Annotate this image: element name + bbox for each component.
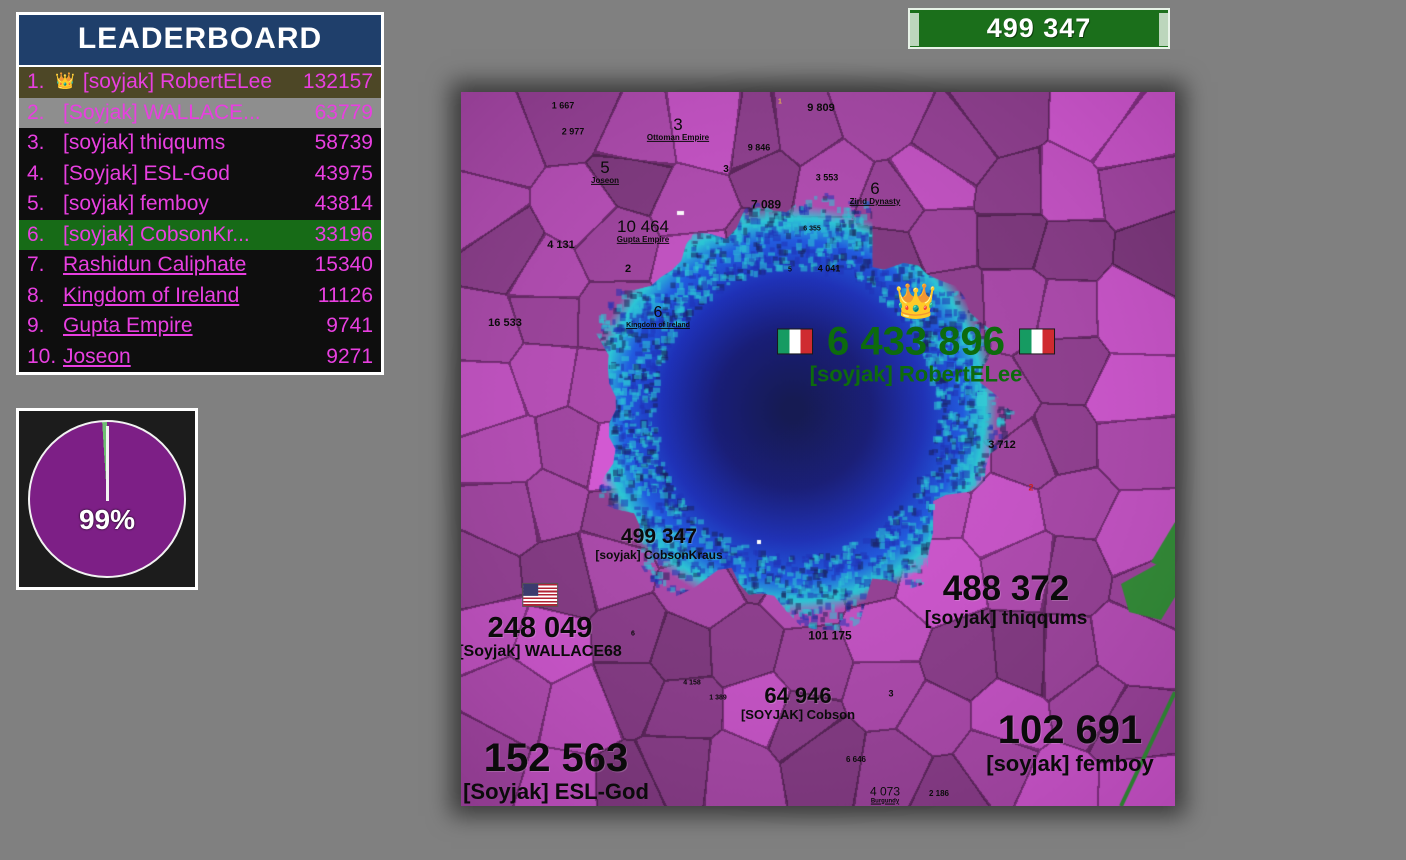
leaderboard-name: Joseon — [63, 344, 131, 368]
leaderboard-rows: 1. 👑 [soyjak] RobertELee 132157 2. [Soyjak] W… — [19, 67, 381, 372]
game-map[interactable]: 👑 6 433 896 [soyjak] RobertELee 499 347[… — [461, 92, 1175, 806]
leaderboard-title: LEADERBOARD — [19, 15, 381, 67]
leaderboard-score: 132157 — [302, 70, 373, 94]
leaderboard-row[interactable]: 4. [Soyjak] ESL-God 43975 — [19, 159, 381, 190]
leaderboard-rank: 4. — [27, 161, 45, 185]
leaderboard-name: [soyjak] thiqqums — [63, 131, 226, 155]
leaderboard-name: [soyjak] RobertELee — [82, 70, 273, 94]
map-terrain-canvas[interactable] — [461, 92, 1175, 806]
leaderboard-score: 9741 — [326, 314, 373, 338]
leaderboard-panel: LEADERBOARD 1. 👑 [soyjak] RobertELee 132157… — [16, 12, 384, 375]
leaderboard-rank: 3. — [27, 131, 45, 155]
leaderboard-rank: 1. — [27, 70, 45, 94]
leaderboard-name: [soyjak] femboy — [63, 192, 209, 216]
crown-icon: 👑 — [55, 73, 75, 91]
player-score-bar: 499 347 — [908, 8, 1170, 49]
leaderboard-score: 15340 — [314, 253, 373, 277]
leaderboard-row[interactable]: 7. Rashidun Caliphate 15340 — [19, 250, 381, 281]
leaderboard-row[interactable]: 8. Kingdom of Ireland 11126 — [19, 281, 381, 312]
leaderboard-row[interactable]: 10. Joseon 9271 — [19, 342, 381, 373]
leaderboard-row[interactable]: 3. [soyjak] thiqqums 58739 — [19, 128, 381, 159]
leaderboard-score: 43814 — [314, 192, 373, 216]
leaderboard-name: Kingdom of Ireland — [63, 283, 240, 307]
leaderboard-rank: 6. — [27, 222, 45, 246]
leaderboard-row[interactable]: 9. Gupta Empire 9741 — [19, 311, 381, 342]
leaderboard-rank: 5. — [27, 192, 45, 216]
leaderboard-row[interactable]: 2. [Soyjak] WALLACE... 63779 — [19, 97, 381, 128]
leaderboard-name: [Soyjak] WALLACE... — [63, 100, 261, 124]
leaderboard-name: [Soyjak] ESL-God — [63, 161, 230, 185]
territory-percent-label: 99% — [78, 504, 136, 535]
leaderboard-score: 11126 — [317, 283, 373, 307]
score-bar-value: 499 347 — [986, 13, 1092, 43]
leaderboard-name: Gupta Empire — [63, 314, 193, 338]
leaderboard-rank: 10. — [27, 344, 57, 368]
leaderboard-score: 33196 — [314, 222, 373, 246]
leaderboard-rank: 8. — [27, 283, 45, 307]
leaderboard-score: 43975 — [314, 161, 373, 185]
leaderboard-rank: 7. — [27, 253, 45, 277]
leaderboard-row[interactable]: 5. [soyjak] femboy 43814 — [19, 189, 381, 220]
leaderboard-rank: 2. — [27, 100, 45, 124]
leaderboard-score: 58739 — [314, 131, 373, 155]
leaderboard-row[interactable]: 6. [soyjak] CobsonKr... 33196 — [19, 219, 381, 250]
leaderboard-name: Rashidun Caliphate — [63, 253, 247, 277]
score-bar-cap-left — [910, 13, 919, 46]
leaderboard-row[interactable]: 1. 👑 [soyjak] RobertELee 132157 — [19, 67, 381, 98]
territory-percent-widget: 99% — [16, 408, 198, 590]
score-bar-cap-right — [1159, 13, 1168, 46]
leaderboard-name: [soyjak] CobsonKr... — [63, 222, 250, 246]
territory-pie-chart: 99% — [28, 420, 186, 578]
leaderboard-score: 63779 — [314, 100, 373, 124]
leaderboard-score: 9271 — [326, 344, 373, 368]
leaderboard-rank: 9. — [27, 314, 45, 338]
